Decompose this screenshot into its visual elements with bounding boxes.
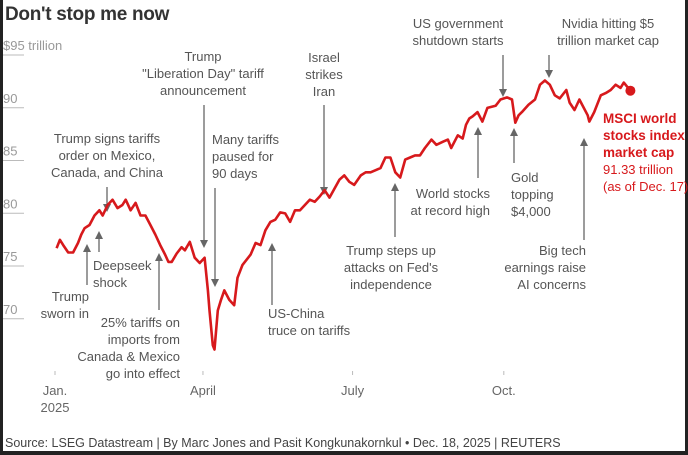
end-label-value: 91.33 trillion <box>603 162 673 177</box>
annotation-text: US government <box>413 16 504 31</box>
annotation-arrowhead-icon <box>474 127 482 135</box>
annotation-text: 25% tariffs on <box>101 315 180 330</box>
annotation-arrowhead-icon <box>499 89 507 97</box>
y-tick-label: $95 trillion <box>3 38 62 53</box>
annotation-text: strikes <box>305 67 343 82</box>
x-tick-label: July <box>341 383 365 398</box>
annotation-text: Trump signs tariffs <box>54 131 161 146</box>
y-tick-label: 70 <box>3 302 17 317</box>
annotation-text: go into effect <box>106 366 181 381</box>
annotation-text: Trump <box>184 49 221 64</box>
annotation-text: World stocks <box>416 186 491 201</box>
annotation-arrowhead-icon <box>211 279 219 287</box>
end-point-marker <box>625 85 636 96</box>
x-tick-label: Jan. <box>43 383 68 398</box>
annotation-text: Trump <box>52 289 89 304</box>
annotation-text: Nvidia hitting $5 <box>562 16 655 31</box>
annotation-text: $4,000 <box>511 204 551 219</box>
annotation-arrowhead-icon <box>200 240 208 248</box>
end-label-title: market cap <box>603 145 674 160</box>
annotation-text: US-China <box>268 306 325 321</box>
y-tick-label: 75 <box>3 249 17 264</box>
annotation-arrowhead-icon <box>95 231 103 239</box>
annotation-text: Trump steps up <box>346 243 436 258</box>
annotation-text: 90 days <box>212 166 258 181</box>
annotation-arrowhead-icon <box>391 183 399 191</box>
annotation-text: independence <box>350 277 432 292</box>
series-line <box>55 79 632 351</box>
annotation-text: shock <box>93 275 127 290</box>
end-label-title: stocks index <box>603 128 685 143</box>
annotation-text: Canada, and China <box>51 165 164 180</box>
annotation-text: truce on tariffs <box>268 323 351 338</box>
end-label-value: (as of Dec. 17) <box>603 179 688 194</box>
annotation-text: topping <box>511 187 554 202</box>
annotation-arrowhead-icon <box>83 244 91 252</box>
annotation-text: earnings raise <box>504 260 586 275</box>
y-tick-label: 90 <box>3 91 17 106</box>
annotation-text: sworn in <box>41 306 89 321</box>
x-tick-label: April <box>190 383 216 398</box>
annotation-arrowhead-icon <box>510 128 518 136</box>
annotation-text: "Liberation Day" tariff <box>142 66 264 81</box>
annotation-text: attacks on Fed's <box>344 260 439 275</box>
annotation-text: at record high <box>411 203 491 218</box>
annotation-arrowhead-icon <box>580 138 588 146</box>
annotation-text: paused for <box>212 149 274 164</box>
annotation-text: Gold <box>511 170 538 185</box>
annotation-arrowhead-icon <box>268 243 276 251</box>
annotation-text: Israel <box>308 50 340 65</box>
annotation-arrowhead-icon <box>155 253 163 261</box>
annotation-arrowhead-icon <box>545 70 553 78</box>
source-credit: Source: LSEG Datastream | By Marc Jones … <box>5 436 561 450</box>
x-tick-label-year: 2025 <box>41 400 70 415</box>
annotation-text: order on Mexico, <box>59 148 156 163</box>
end-label-title: MSCI world <box>603 111 677 126</box>
annotation-text: AI concerns <box>517 277 586 292</box>
annotation-text: shutdown starts <box>412 33 504 48</box>
y-tick-label: 80 <box>3 196 17 211</box>
annotation-text: trillion market cap <box>557 33 659 48</box>
annotation-text: Deepseek <box>93 258 152 273</box>
annotation-text: Iran <box>313 84 335 99</box>
y-tick-label: 85 <box>3 144 17 159</box>
annotation-text: Big tech <box>539 243 586 258</box>
annotation-text: Many tariffs <box>212 132 279 147</box>
annotation-text: Canada & Mexico <box>77 349 180 364</box>
x-tick-label: Oct. <box>492 383 516 398</box>
annotation-text: announcement <box>160 83 246 98</box>
annotation-text: imports from <box>108 332 180 347</box>
chart-title: Don't stop me now <box>5 4 170 25</box>
